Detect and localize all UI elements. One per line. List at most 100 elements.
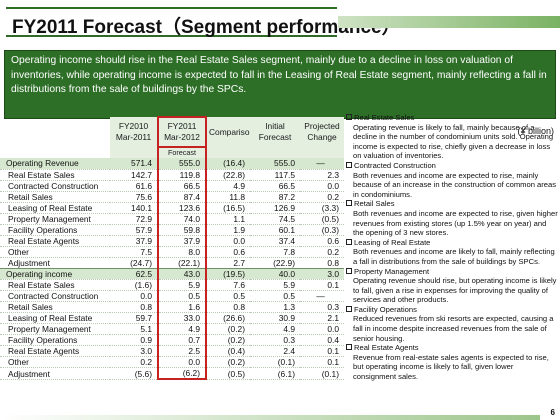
- table-cell: 5.1: [110, 323, 158, 336]
- table-cell: 7.6: [206, 279, 250, 292]
- table-cell: 0.0: [206, 235, 250, 247]
- table-cell: —: [300, 290, 344, 303]
- table-cell: 2.4: [250, 345, 300, 358]
- note-heading: Contracted Construction: [346, 161, 558, 171]
- table-cell: 571.4: [110, 158, 158, 170]
- table-cell: 142.7: [110, 169, 158, 181]
- table-cell: 66.5: [250, 180, 300, 192]
- table-cell: 0.2: [110, 356, 158, 369]
- table-cell: 37.4: [250, 235, 300, 247]
- table-cell: 2.7: [206, 257, 250, 269]
- table-cell: 1.6: [157, 301, 207, 314]
- table-row: Other 0.2 0.0 (0.2) (0.1) 0.1: [0, 356, 344, 369]
- table-cell: (0.5): [206, 367, 250, 380]
- note-heading: Leasing of Real Estate: [346, 238, 558, 248]
- table-cell: 555.0: [250, 158, 300, 170]
- table-cell: 0.8: [110, 301, 158, 314]
- table-row: Leasing of Real Estate 140.1 123.6 (16.5) 12…: [0, 202, 344, 214]
- row-label: Property Management: [0, 323, 110, 336]
- note-heading: Real Estate Agents: [346, 343, 558, 353]
- table-row: Adjustment (5.6) (6.2) (0.5) (6.1) (0.1): [0, 367, 344, 381]
- table-cell: 0.8: [206, 301, 250, 314]
- note-heading-text: Facility Operations: [354, 304, 417, 314]
- table-cell: 61.6: [110, 180, 158, 192]
- header-comparison: Comparison: [206, 117, 250, 147]
- table-cell: (22.9): [250, 257, 300, 269]
- table-cell: 74.5: [250, 213, 300, 225]
- header-initial: Initial Forecast: [250, 117, 300, 147]
- note-body: Both revenues and income are expected to…: [353, 170, 557, 199]
- checkbox-square-icon: [346, 200, 352, 207]
- note-heading-text: Real Estate Agents: [354, 343, 419, 353]
- table-cell: 3.0: [110, 345, 158, 358]
- table-row: Property Management 72.9 74.0 1.1 74.5 (0.5): [0, 213, 344, 225]
- bottom-accent-bar: [0, 415, 540, 420]
- note-heading: Facility Operations: [346, 305, 558, 315]
- table-cell: 5.9: [250, 279, 300, 292]
- table-cell: 33.0: [157, 312, 207, 325]
- table-cell: 0.0: [300, 180, 344, 192]
- row-label: Leasing of Real Estate: [0, 312, 110, 325]
- note-heading-text: Retail Sales: [354, 199, 395, 209]
- table-cell: 0.0: [300, 323, 344, 336]
- note-body: Operating revenue should rise, but opera…: [353, 276, 557, 305]
- header-fy2010: FY2010 Mar-2011: [110, 117, 158, 147]
- page-number: 6: [550, 408, 555, 417]
- row-label: Retail Sales: [0, 301, 110, 314]
- note-body: Reduced revenues from ski resorts are ex…: [353, 314, 554, 343]
- table-cell: 7.5: [110, 246, 158, 258]
- table-cell: 59.7: [110, 312, 158, 325]
- table-cell: 0.9: [110, 334, 158, 347]
- note-heading-text: Contracted Construction: [354, 160, 436, 170]
- row-label: Operating income: [0, 268, 110, 281]
- checkbox-square-icon: [346, 344, 352, 351]
- table-cell: (0.1): [300, 367, 344, 380]
- checkbox-square-icon: [346, 114, 352, 120]
- table-cell: 40.0: [250, 268, 300, 281]
- table-cell: (6.2): [157, 367, 207, 381]
- table-cell: 37.9: [110, 235, 158, 247]
- table-row: Contracted Construction 0.0 0.5 0.5 0.5—: [0, 290, 344, 303]
- note-heading: Real Estate Sales: [346, 113, 558, 123]
- row-label: Facility Operations: [0, 334, 110, 347]
- row-label: Real Estate Sales: [0, 169, 110, 181]
- note-body: Revenue from real-estate sales agents is…: [353, 352, 549, 382]
- table-cell: 2.5: [157, 345, 207, 358]
- table-cell: (22.8): [206, 169, 250, 181]
- table-cell: (6.1): [250, 367, 300, 380]
- row-label: Adjustment: [0, 367, 110, 380]
- table-cell: —: [300, 158, 344, 170]
- row-label: Other: [0, 246, 110, 258]
- table-cell: 62.5: [110, 268, 158, 281]
- table-cell: 11.8: [206, 191, 250, 203]
- table-cell: 87.4: [157, 191, 207, 203]
- table-cell: 0.5: [250, 290, 300, 303]
- row-label: Leasing of Real Estate: [0, 202, 110, 214]
- summary-banner: Operating income should rise in the Real…: [4, 50, 556, 119]
- table-row: Facility Operations 0.9 0.7 (0.2) 0.3 0.4: [0, 334, 344, 347]
- table-cell: 0.0: [110, 290, 158, 303]
- table-cell: 0.5: [157, 290, 207, 303]
- table-cell: 0.6: [206, 246, 250, 258]
- table-cell: (3.3): [300, 202, 344, 214]
- table-cell: (22.1): [157, 257, 207, 269]
- row-label: Facility Operations: [0, 224, 110, 236]
- title-bar: FY2011 Forecast（Segment performance）: [6, 7, 401, 38]
- table-row: Operating income 62.5 43.0 (19.5) 40.0 3.0: [0, 268, 344, 281]
- table-cell: 0.1: [300, 279, 344, 292]
- table-row: Real Estate Agents 3.0 2.5 (0.4) 2.4 0.1: [0, 345, 344, 358]
- table-row: Operating Revenue 571.4 555.0 (16.4) 555.0—: [0, 158, 344, 170]
- checkbox-square-icon: [346, 305, 352, 312]
- table-cell: (0.2): [206, 334, 250, 347]
- table-cell: (19.5): [206, 268, 250, 281]
- row-label: Real Estate Sales: [0, 279, 110, 292]
- table-cell: (0.3): [300, 224, 344, 236]
- table-row: Other 7.5 8.0 0.6 7.8 0.2: [0, 246, 344, 258]
- table-cell: 4.9: [250, 323, 300, 336]
- table-cell: (16.5): [206, 202, 250, 214]
- checkbox-square-icon: [346, 161, 352, 168]
- table-cell: 0.2: [300, 191, 344, 203]
- table-row: Retail Sales 0.8 1.6 0.8 1.3 0.3: [0, 301, 344, 314]
- table-cell: 555.0: [157, 158, 207, 170]
- table-row: Real Estate Sales 142.7 119.8 (22.8) 117.5 2.…: [0, 169, 344, 181]
